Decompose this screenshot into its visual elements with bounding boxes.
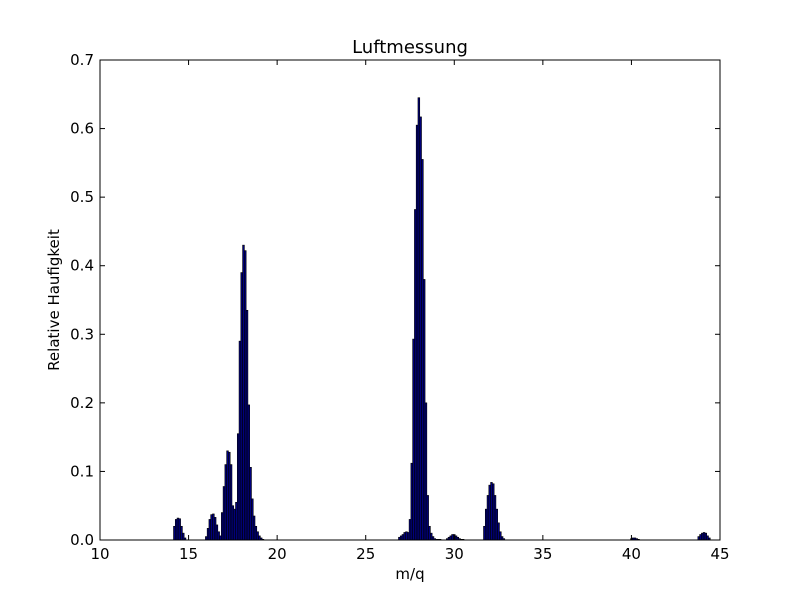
x-axis-label: m/q: [395, 565, 424, 583]
x-tick-label: 15: [179, 545, 198, 563]
y-tick-label: 0.6: [70, 120, 94, 138]
x-tick-label: 40: [622, 545, 641, 563]
x-tick-label: 25: [356, 545, 375, 563]
x-tick-label: 35: [533, 545, 552, 563]
y-tick-label: 0.7: [70, 51, 94, 69]
x-axis-ticks: 10 15 20 25 30 35 40 45: [90, 60, 730, 563]
chart-title: Luftmessung: [352, 37, 468, 58]
plot-frame: [99, 59, 721, 541]
y-tick-label: 0.0: [70, 531, 94, 549]
bars-group: [173, 97, 711, 541]
y-tick-label: 0.1: [70, 462, 94, 480]
x-tick-label: 30: [445, 545, 464, 563]
y-tick-label: 0.2: [70, 394, 94, 412]
x-tick-label: 20: [268, 545, 287, 563]
y-tick-label: 0.3: [70, 325, 94, 343]
y-tick-label: 0.4: [70, 257, 94, 275]
y-axis-label: Relative Haufigkeit: [45, 229, 63, 371]
y-axis-ticks: 0.0 0.1 0.2 0.3 0.4 0.5 0.6 0.7: [70, 51, 720, 549]
x-tick-label: 45: [710, 545, 729, 563]
x-tick-label: 10: [90, 545, 109, 563]
y-tick-label: 0.5: [70, 188, 94, 206]
